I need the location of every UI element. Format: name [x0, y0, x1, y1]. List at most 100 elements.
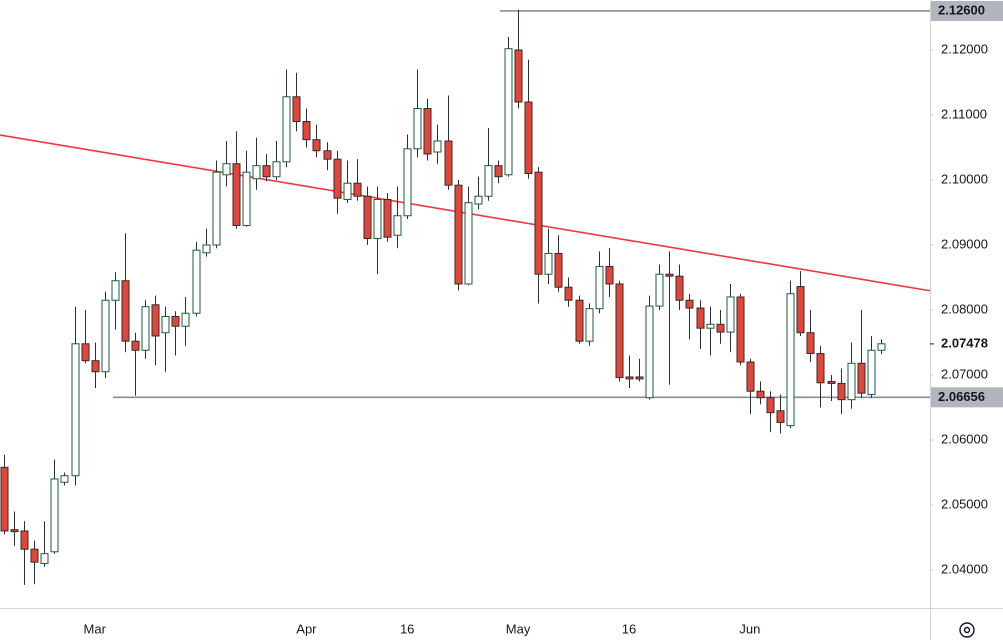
- y-tick-label: 2.10000: [941, 171, 988, 186]
- candle-body: [645, 305, 654, 399]
- candle: [212, 160, 221, 249]
- candle: [685, 293, 694, 340]
- candle-body: [20, 530, 29, 550]
- candle-body: [766, 397, 775, 414]
- candle: [595, 251, 604, 314]
- candle-body: [847, 362, 856, 401]
- candle-body: [827, 380, 836, 384]
- candle-body: [40, 553, 49, 564]
- candle: [323, 142, 332, 171]
- x-tick-label: Mar: [84, 621, 107, 636]
- candle: [343, 160, 352, 203]
- settings-icon-core[interactable]: [963, 626, 971, 634]
- candle-body: [423, 107, 432, 155]
- candle-body: [10, 529, 19, 533]
- y-tick-label: 2.09000: [941, 236, 988, 251]
- candle: [605, 248, 614, 297]
- candle-body: [554, 252, 563, 288]
- candle-body: [444, 140, 453, 186]
- candle-body: [786, 293, 795, 427]
- candle: [746, 358, 755, 414]
- candle: [514, 9, 523, 109]
- candle: [242, 150, 251, 227]
- candle: [121, 233, 130, 353]
- candle-body: [353, 182, 362, 197]
- candle: [151, 295, 160, 366]
- candle: [575, 295, 584, 344]
- candle-body: [494, 165, 503, 178]
- y-tick-label: 2.08000: [941, 301, 988, 316]
- level-label: 2.12600: [938, 2, 985, 17]
- candle-body: [706, 323, 715, 329]
- candle: [736, 293, 745, 366]
- candle-body: [131, 340, 140, 351]
- candle: [837, 368, 846, 414]
- candle: [776, 394, 785, 434]
- candle: [333, 150, 342, 214]
- candle: [564, 277, 573, 307]
- candle: [665, 251, 674, 385]
- candle: [373, 186, 382, 275]
- candle: [20, 521, 29, 585]
- candle: [192, 241, 201, 317]
- candle: [383, 192, 392, 242]
- candle: [81, 309, 90, 364]
- candle: [0, 454, 9, 535]
- candle-body: [534, 171, 543, 275]
- candle: [554, 235, 563, 292]
- candle-body: [867, 349, 876, 395]
- settings-icon-ring[interactable]: [959, 622, 975, 638]
- settings-icon[interactable]: [959, 622, 975, 638]
- candle-body: [544, 252, 553, 275]
- candle-body: [232, 163, 241, 226]
- candle-body: [91, 360, 100, 373]
- candle: [403, 134, 412, 219]
- candle-body: [605, 265, 614, 285]
- candle-body: [484, 165, 493, 197]
- candle-body: [433, 140, 442, 153]
- candle-body: [343, 182, 352, 200]
- candle: [726, 283, 735, 353]
- candle-body: [363, 195, 372, 239]
- candle-body: [81, 343, 90, 362]
- candle: [484, 127, 493, 201]
- candle-body: [615, 283, 624, 379]
- candle-body: [393, 215, 402, 236]
- candle-body: [857, 362, 866, 394]
- candle-body: [776, 410, 785, 423]
- candle-body: [746, 361, 755, 392]
- candle: [464, 186, 473, 286]
- y-tick-label: 2.12000: [941, 41, 988, 56]
- x-tick-label: Apr: [296, 621, 317, 636]
- level-label-box: [931, 0, 1003, 21]
- candle-body: [655, 273, 664, 307]
- candle: [827, 374, 836, 401]
- candle: [655, 264, 664, 310]
- candle: [544, 228, 553, 284]
- candle: [101, 291, 110, 379]
- candle: [796, 270, 805, 336]
- candle-body: [181, 312, 190, 327]
- candle-body: [877, 343, 886, 351]
- candle-body: [141, 306, 150, 351]
- candle: [141, 300, 150, 359]
- candle: [232, 131, 241, 229]
- candle-body: [514, 49, 523, 103]
- candle: [60, 472, 69, 486]
- y-tick-label: 2.11000: [941, 106, 987, 121]
- candle-body: [302, 120, 311, 141]
- candle: [716, 309, 725, 344]
- candle-body: [837, 382, 846, 401]
- candle-body: [30, 548, 39, 563]
- candle-body: [625, 376, 634, 380]
- candle-body: [665, 273, 674, 277]
- candle-body: [202, 244, 211, 254]
- x-tick-label: 16: [622, 621, 636, 636]
- candle-body: [806, 332, 815, 355]
- candle: [867, 335, 876, 398]
- candle: [353, 159, 362, 201]
- candle: [524, 59, 533, 179]
- candle-body: [292, 96, 301, 122]
- candle: [877, 339, 886, 355]
- candle: [816, 345, 825, 408]
